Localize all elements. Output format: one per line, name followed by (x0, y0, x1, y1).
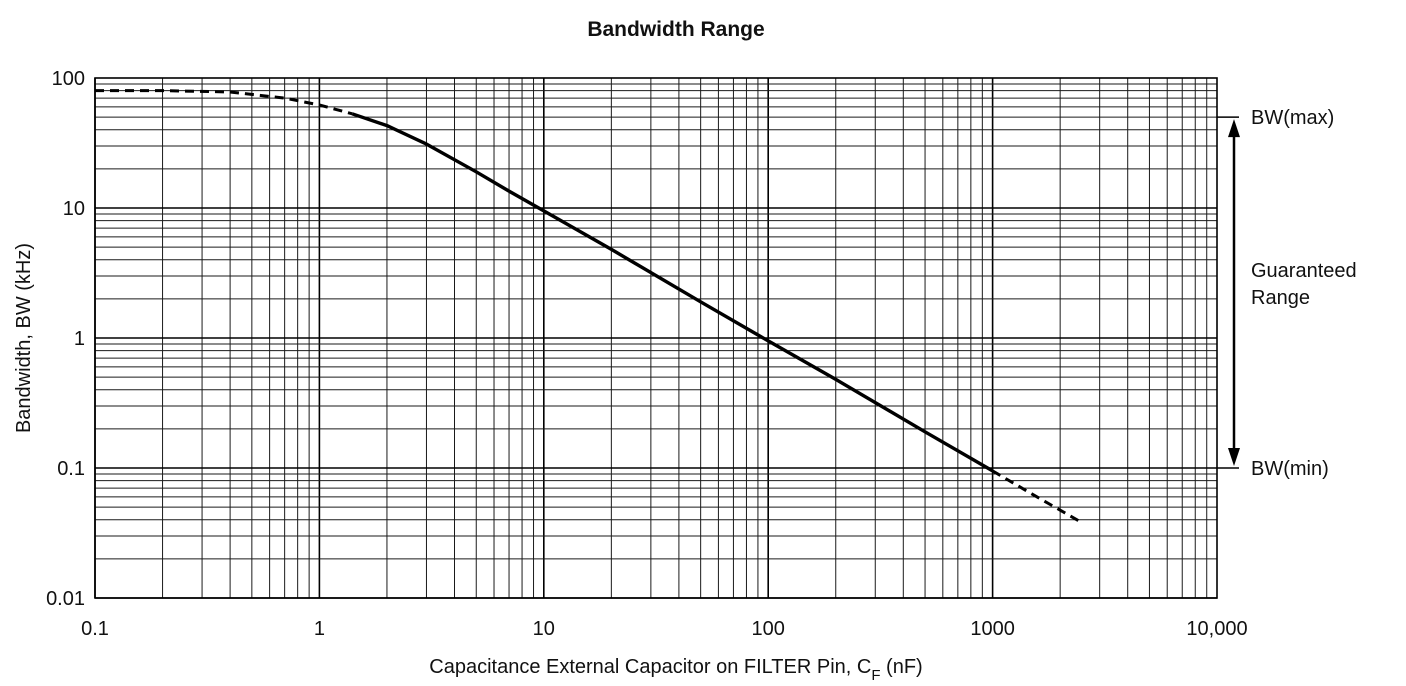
guaranteed-range-annotation: BW(max) BW(min) Guaranteed Range (1217, 107, 1362, 480)
range-label-line-2: Range (1251, 287, 1310, 309)
x-axis-title-suffix: (nF) (881, 656, 923, 678)
y-tick-label: 10 (63, 198, 85, 220)
grid-lines (94, 78, 1217, 599)
chart-title: Bandwidth Range (587, 18, 764, 41)
x-tick-label: 10,000 (1186, 618, 1247, 640)
range-arrow-down-head (1228, 448, 1240, 466)
bandwidth-curve (95, 89, 1083, 524)
x-axis-title-main: Capacitance External Capacitor on FILTER… (429, 656, 871, 678)
x-axis-title: Capacitance External Capacitor on FILTER… (429, 656, 922, 684)
y-tick-label: 0.01 (46, 588, 85, 610)
range-label-line-1: Guaranteed (1251, 260, 1357, 282)
bw-min-label: BW(min) (1251, 458, 1329, 480)
curve-segment-dashed (95, 89, 353, 116)
guaranteed-range-label: Guaranteed Range (1251, 260, 1362, 309)
x-tick-label: 1000 (970, 618, 1015, 640)
y-tick-label: 100 (52, 68, 85, 90)
x-tick-label: 10 (533, 618, 555, 640)
x-tick-label: 100 (752, 618, 785, 640)
y-tick-labels: 0.01 0.1 1 10 100 (46, 68, 85, 610)
plot-frame (94, 77, 1218, 599)
x-tick-label: 1 (314, 618, 325, 640)
x-axis-title-subscript: F (871, 667, 880, 684)
curve-segment-solid (351, 112, 994, 473)
range-arrow-up-head (1228, 119, 1240, 138)
y-tick-label: 1 (74, 328, 85, 350)
curve-segment-dashed (991, 469, 1083, 524)
y-tick-label: 0.1 (57, 458, 85, 480)
bw-max-label: BW(max) (1251, 107, 1334, 129)
y-axis-title: Bandwidth, BW (kHz) (13, 243, 35, 433)
x-tick-label: 0.1 (81, 618, 109, 640)
x-tick-labels: 0.1 1 10 100 1000 10,000 (81, 618, 1247, 640)
